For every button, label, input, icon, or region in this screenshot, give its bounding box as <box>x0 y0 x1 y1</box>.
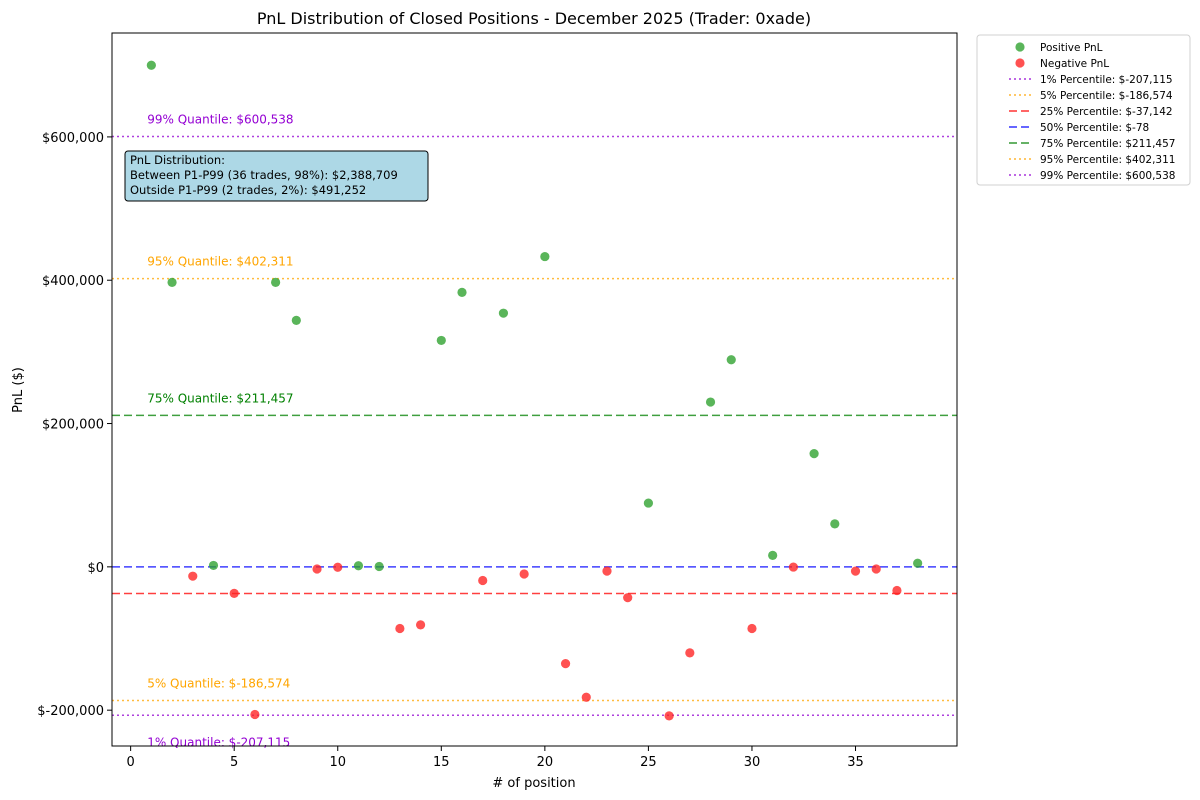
negative-pnl-point <box>415 620 426 630</box>
x-tick-label: 0 <box>126 755 134 770</box>
x-tick-label: 25 <box>640 755 657 770</box>
legend-label: 5% Percentile: $-186,574 <box>1040 90 1173 102</box>
x-tick-label: 35 <box>847 755 864 770</box>
y-axis: $-200,000 $0 $200,000 $400,000 $600,000 <box>37 131 112 719</box>
positive-pnl-point <box>498 308 509 318</box>
positive-pnl-point <box>353 561 364 571</box>
positive-pnl-point <box>146 60 156 70</box>
plot-frame <box>111 32 958 747</box>
legend-label: 75% Percentile: $211,457 <box>1040 138 1175 150</box>
negative-pnl-point <box>478 575 488 586</box>
negative-pnl-point <box>664 711 674 721</box>
legend-label: 1% Percentile: $-207,115 <box>1040 74 1173 86</box>
quantile-annotation: 95% Quantile: $402,311 <box>147 255 293 269</box>
positive-pnl-point <box>374 561 384 572</box>
positive-pnl-point <box>705 397 716 407</box>
negative-pnl-point <box>623 593 633 603</box>
legend-label: 95% Percentile: $402,311 <box>1040 154 1175 166</box>
negative-pnl-point <box>229 588 239 598</box>
y-tick-label: $-200,000 <box>37 704 104 719</box>
legend-label: 25% Percentile: $-37,142 <box>1040 106 1173 118</box>
quantile-annotation: 99% Quantile: $600,538 <box>147 113 293 127</box>
y-tick-label: $400,000 <box>42 274 104 289</box>
positive-pnl-point <box>208 560 219 571</box>
positive-pnl-point <box>540 251 550 262</box>
positive-pnl-point <box>830 519 840 529</box>
negative-pnl-point <box>685 648 695 658</box>
negative-pnl-point <box>892 585 902 596</box>
positive-pnl-point <box>291 315 301 325</box>
positive-pnl-point <box>457 287 467 298</box>
pnl-summary-line: Outside P1-P99 (2 trades, 2%): $491,252 <box>130 183 366 197</box>
negative-pnl-point <box>250 709 260 720</box>
y-tick-label: $600,000 <box>42 131 104 146</box>
data-points <box>146 60 923 721</box>
x-tick-label: 5 <box>230 755 238 770</box>
quantile-annotation: 75% Quantile: $211,457 <box>147 391 293 405</box>
negative-pnl-point <box>871 564 881 574</box>
chart-title: PnL Distribution of Closed Positions - D… <box>257 9 811 28</box>
negative-pnl-point <box>519 569 529 579</box>
negative-pnl-point <box>747 623 757 634</box>
quantile-annotations: 1% Quantile: $-207,115 5% Quantile: $-186… <box>147 113 293 750</box>
legend-label: 50% Percentile: $-78 <box>1040 122 1149 134</box>
legend-label: 99% Percentile: $600,538 <box>1040 170 1175 182</box>
quantile-annotation: 1% Quantile: $-207,115 <box>147 735 290 749</box>
legend-label: Positive PnL <box>1040 42 1103 54</box>
x-axis-label: # of position <box>492 776 575 791</box>
quantile-annotation: 5% Quantile: $-186,574 <box>147 677 290 691</box>
positive-pnl-point <box>809 449 819 459</box>
legend-marker <box>1015 58 1025 68</box>
positive-pnl-point <box>271 277 281 287</box>
negative-pnl-point <box>188 571 198 581</box>
negative-pnl-point <box>395 623 405 634</box>
x-tick-label: 30 <box>744 755 761 770</box>
positive-pnl-point <box>436 335 446 346</box>
pnl-summary-box: PnL Distribution: Between P1-P99 (36 tra… <box>124 150 429 202</box>
legend-marker <box>1015 42 1025 52</box>
legend: Positive PnL Negative PnL 1% Percentile: $… <box>976 34 1191 186</box>
pnl-summary-line: Between P1-P99 (36 trades, 98%): $2,388,… <box>130 168 398 182</box>
negative-pnl-point <box>312 564 322 574</box>
negative-pnl-point <box>333 562 343 572</box>
positive-pnl-point <box>768 550 778 560</box>
positive-pnl-point <box>643 498 654 508</box>
negative-pnl-point <box>788 562 798 572</box>
positive-pnl-point <box>167 277 177 287</box>
x-tick-label: 20 <box>537 755 554 770</box>
y-tick-label: $0 <box>87 561 104 576</box>
negative-pnl-point <box>560 658 571 669</box>
y-tick-label: $200,000 <box>42 418 104 433</box>
x-tick-label: 15 <box>433 755 450 770</box>
positive-pnl-point <box>726 355 736 365</box>
legend-label: Negative PnL <box>1040 58 1109 70</box>
pnl-summary-line: PnL Distribution: <box>130 153 225 167</box>
positive-pnl-point <box>913 558 923 568</box>
pnl-summary-box-background <box>124 150 429 202</box>
negative-pnl-point <box>581 692 591 702</box>
x-axis: 0 5 10 15 20 25 30 35 <box>126 746 864 770</box>
legend-frame <box>976 34 1191 186</box>
negative-pnl-point <box>602 566 612 576</box>
negative-pnl-point <box>850 566 861 576</box>
y-axis-label: PnL ($) <box>11 367 26 413</box>
x-tick-label: 10 <box>329 755 346 770</box>
